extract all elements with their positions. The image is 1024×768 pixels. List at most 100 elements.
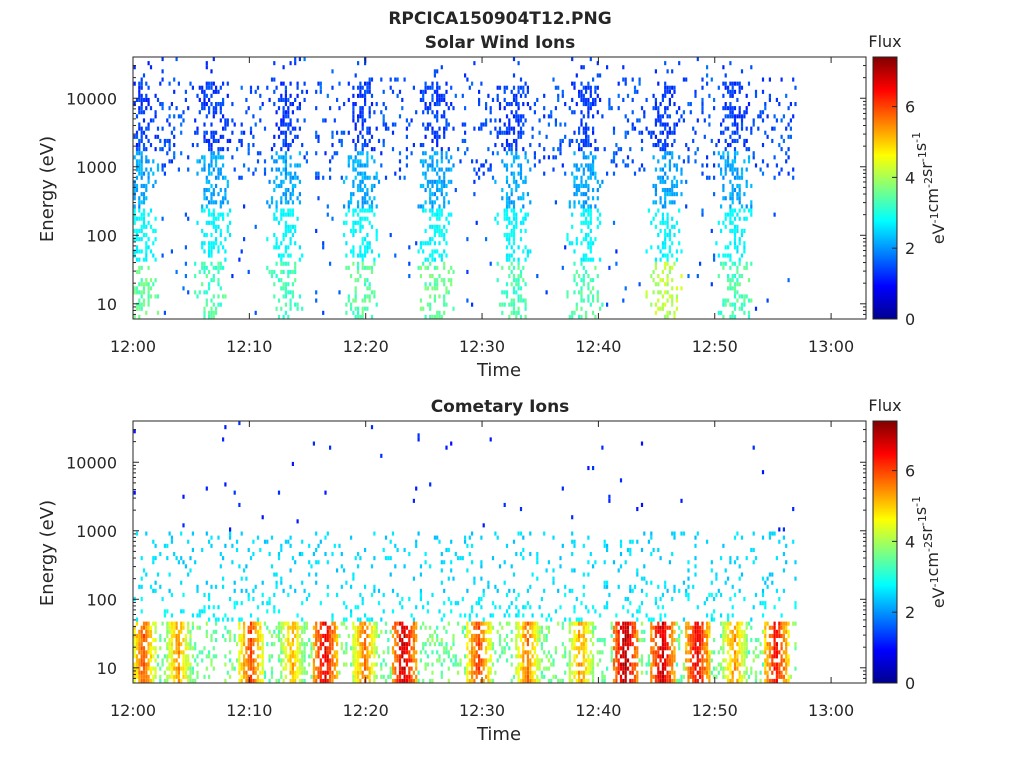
heatmap-cell bbox=[142, 282, 146, 287]
heatmap-cell bbox=[429, 196, 432, 201]
heatmap-cell bbox=[587, 155, 590, 160]
heatmap-cell bbox=[671, 93, 674, 98]
heatmap-cell bbox=[722, 253, 725, 258]
heatmap-cell bbox=[324, 654, 327, 659]
heatmap-cell bbox=[589, 212, 592, 217]
heatmap-cell bbox=[177, 654, 180, 659]
heatmap-cell bbox=[408, 552, 411, 557]
heatmap-cell bbox=[338, 543, 341, 548]
heatmap-cell bbox=[498, 302, 502, 307]
heatmap-cell bbox=[366, 662, 369, 667]
heatmap-cell bbox=[729, 134, 732, 139]
heatmap-cell bbox=[508, 183, 511, 188]
heatmap-cell bbox=[215, 163, 218, 168]
heatmap-cell bbox=[578, 89, 581, 94]
heatmap-cell bbox=[359, 629, 362, 634]
heatmap-cell bbox=[366, 674, 369, 679]
heatmap-cell bbox=[696, 147, 699, 152]
heatmap-cell bbox=[661, 269, 664, 274]
heatmap-cell bbox=[522, 629, 525, 634]
heatmap-cell bbox=[585, 253, 588, 258]
heatmap-cell bbox=[368, 642, 371, 647]
heatmap-cell bbox=[585, 192, 588, 197]
heatmap-cell bbox=[747, 314, 751, 319]
heatmap-cell bbox=[215, 175, 218, 180]
heatmap-cell bbox=[236, 539, 239, 544]
heatmap-cell bbox=[431, 633, 434, 638]
heatmap-cell bbox=[350, 302, 353, 307]
heatmap-cell bbox=[580, 110, 583, 115]
heatmap-cell bbox=[147, 298, 150, 303]
heatmap-cell bbox=[259, 662, 262, 667]
heatmap-cell bbox=[473, 625, 476, 630]
heatmap-cell bbox=[552, 674, 555, 679]
heatmap-cell bbox=[412, 143, 415, 148]
heatmap-cell bbox=[263, 670, 267, 675]
heatmap-cell bbox=[345, 212, 348, 217]
heatmap-cell bbox=[524, 678, 527, 683]
heatmap-cell bbox=[720, 171, 723, 176]
heatmap-cell bbox=[505, 237, 509, 242]
heatmap-cell bbox=[666, 188, 669, 193]
heatmap-cell bbox=[259, 106, 262, 111]
heatmap-cell bbox=[419, 592, 422, 597]
heatmap-cell bbox=[480, 605, 483, 610]
heatmap-cell bbox=[580, 298, 583, 303]
heatmap-cell bbox=[135, 143, 139, 148]
heatmap-cell bbox=[606, 65, 609, 70]
heatmap-cell bbox=[305, 151, 308, 156]
heatmap-cell bbox=[208, 617, 211, 622]
heatmap-cell bbox=[429, 122, 432, 127]
heatmap-cell bbox=[252, 134, 255, 139]
heatmap-cell bbox=[140, 633, 143, 638]
heatmap-cell bbox=[364, 678, 367, 683]
heatmap-cell bbox=[177, 662, 180, 667]
heatmap-cell bbox=[587, 286, 590, 291]
heatmap-cell bbox=[522, 646, 525, 651]
heatmap-cell bbox=[464, 539, 467, 544]
heatmap-cell bbox=[145, 93, 148, 98]
heatmap-cell bbox=[440, 278, 443, 283]
heatmap-cell bbox=[236, 147, 239, 152]
heatmap-cell bbox=[326, 666, 329, 671]
heatmap-cell bbox=[282, 282, 285, 287]
heatmap-cell bbox=[515, 220, 518, 225]
heatmap-cell bbox=[696, 274, 699, 279]
heatmap-cell bbox=[205, 302, 208, 307]
heatmap-cell bbox=[152, 159, 155, 164]
heatmap-cell bbox=[156, 97, 160, 102]
heatmap-cell bbox=[291, 188, 294, 193]
heatmap-cell bbox=[149, 654, 153, 659]
heatmap-cell bbox=[671, 298, 674, 303]
heatmap-cell bbox=[417, 670, 420, 675]
heatmap-cell bbox=[354, 662, 357, 667]
heatmap-cell bbox=[168, 621, 171, 626]
heatmap-cell bbox=[510, 143, 513, 148]
heatmap-cell bbox=[361, 241, 364, 246]
heatmap-cell bbox=[729, 61, 732, 66]
heatmap-cell bbox=[145, 638, 148, 643]
heatmap-cell bbox=[182, 658, 185, 663]
heatmap-cell bbox=[215, 621, 218, 626]
heatmap-cell bbox=[582, 298, 585, 303]
heatmap-cell bbox=[403, 175, 406, 180]
heatmap-cell bbox=[296, 654, 299, 659]
heatmap-cell bbox=[168, 147, 171, 152]
heatmap-cell bbox=[277, 621, 281, 626]
heatmap-cell bbox=[322, 670, 325, 675]
heatmap-cell bbox=[289, 253, 292, 258]
heatmap-cell bbox=[298, 658, 301, 663]
heatmap-cell bbox=[231, 617, 234, 622]
heatmap-cell bbox=[457, 662, 460, 667]
heatmap-cell bbox=[485, 658, 488, 663]
heatmap-cell bbox=[340, 621, 343, 626]
heatmap-cell bbox=[370, 269, 374, 274]
heatmap-cell bbox=[145, 188, 148, 193]
heatmap-cell bbox=[424, 286, 427, 291]
heatmap-cell bbox=[268, 97, 271, 102]
heatmap-cell bbox=[568, 138, 571, 143]
heatmap-cell bbox=[431, 97, 434, 102]
heatmap-cell bbox=[168, 625, 171, 630]
heatmap-cell bbox=[256, 642, 260, 647]
heatmap-cell bbox=[517, 89, 520, 94]
